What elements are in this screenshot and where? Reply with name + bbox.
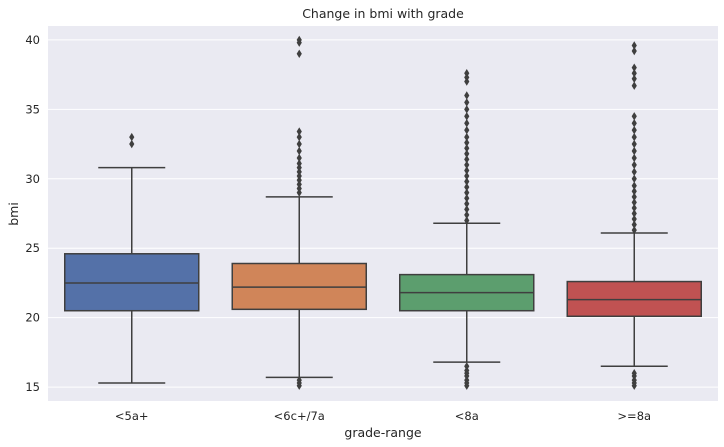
outlier-point xyxy=(296,132,302,142)
outlier-point xyxy=(464,91,470,100)
outlier-point xyxy=(631,132,637,142)
outlier-point xyxy=(631,74,637,83)
outlier-point xyxy=(631,198,637,207)
outlier-point xyxy=(631,139,637,149)
outlier-point xyxy=(296,146,302,156)
outlier-point xyxy=(631,146,637,156)
x-tick-label: <6c+/7a xyxy=(274,409,325,423)
y-tick-label: 20 xyxy=(25,311,40,325)
outlier-point xyxy=(631,119,637,128)
box-group xyxy=(64,132,200,384)
y-axis-ticks: 15 20 25 30 35 40 xyxy=(25,33,40,394)
outlier-point xyxy=(296,375,302,385)
x-tick-label: <8a xyxy=(455,409,479,423)
box-group xyxy=(566,41,702,390)
outlier-point xyxy=(464,149,470,158)
outlier-point xyxy=(464,194,470,203)
y-tick-label: 40 xyxy=(25,33,40,47)
x-tick-label: >=8a xyxy=(617,409,651,423)
outlier-point xyxy=(464,132,470,142)
outlier-point xyxy=(631,69,637,78)
outlier-point xyxy=(631,112,637,121)
chart-title: Change in bmi with grade xyxy=(302,6,464,21)
outlier-point xyxy=(631,174,637,183)
outlier-point xyxy=(464,119,470,128)
outlier-point xyxy=(296,153,302,163)
outlier-point xyxy=(464,155,470,164)
outlier-point xyxy=(631,167,637,177)
outlier-point xyxy=(296,139,302,149)
outlier-point xyxy=(296,35,302,45)
outlier-point xyxy=(464,160,470,170)
outlier-point xyxy=(129,132,135,142)
outlier-point xyxy=(631,160,637,170)
y-tick-label: 35 xyxy=(25,102,40,116)
outlier-point xyxy=(631,153,637,163)
outlier-point xyxy=(631,41,637,50)
outlier-point xyxy=(296,49,302,58)
outlier-point xyxy=(296,127,302,136)
outlier-point xyxy=(631,81,637,90)
outlier-point xyxy=(631,369,637,378)
outlier-point xyxy=(464,98,470,107)
outlier-point xyxy=(464,138,470,147)
y-axis-label: bmi xyxy=(6,202,21,226)
plot-background xyxy=(48,26,718,401)
boxes-layer xyxy=(64,35,702,390)
outlier-point xyxy=(464,105,470,114)
y-tick-label: 15 xyxy=(25,380,40,394)
outlier-point xyxy=(631,209,637,218)
outlier-point xyxy=(631,181,637,190)
grid-lines xyxy=(48,39,718,388)
outlier-point xyxy=(464,166,470,175)
x-axis-ticks: <5a+ <6c+/7a <8a >=8a xyxy=(115,409,651,423)
outlier-point xyxy=(631,125,637,135)
outlier-point xyxy=(631,220,637,229)
outlier-point xyxy=(464,216,470,225)
outlier-point xyxy=(631,187,637,196)
x-axis-label: grade-range xyxy=(344,425,422,440)
outlier-point xyxy=(631,214,637,224)
outlier-point xyxy=(464,125,470,135)
box-group xyxy=(399,69,535,390)
y-tick-label: 30 xyxy=(25,172,40,186)
outlier-point xyxy=(129,139,135,149)
outlier-point xyxy=(464,210,470,220)
outlier-point xyxy=(464,182,470,192)
outlier-point xyxy=(296,159,302,168)
outlier-point xyxy=(464,144,470,153)
outlier-point xyxy=(464,188,470,197)
outlier-point xyxy=(631,225,637,235)
outlier-point xyxy=(464,362,470,371)
outlier-point xyxy=(464,199,470,208)
x-tick-label: <5a+ xyxy=(115,409,149,423)
box-group xyxy=(231,35,367,390)
outlier-point xyxy=(464,205,470,214)
outlier-point xyxy=(464,171,470,181)
outlier-point xyxy=(631,63,637,72)
outlier-point xyxy=(631,203,637,213)
y-tick-label: 25 xyxy=(25,241,40,255)
outlier-point xyxy=(631,192,637,202)
outlier-point xyxy=(464,69,470,78)
outlier-point xyxy=(464,177,470,186)
outlier-point xyxy=(631,46,637,56)
outlier-point xyxy=(464,112,470,121)
